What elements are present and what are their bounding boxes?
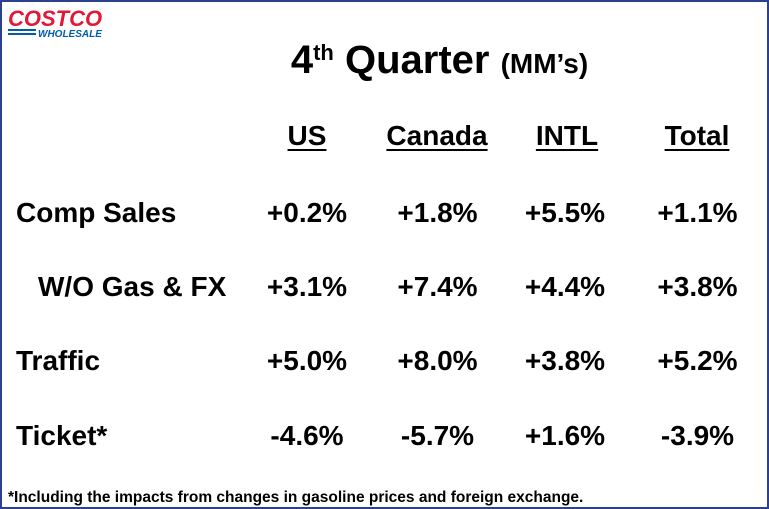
table-cell: +3.8% [657, 271, 738, 302]
table-cell: -3.9% [660, 420, 735, 451]
column-header-total: Total [664, 120, 730, 151]
table-cell: +4.4% [524, 271, 606, 302]
column-header-canada: Canada [386, 120, 488, 151]
table-cell: +5.2% [657, 345, 738, 376]
table-cell: +0.2% [266, 197, 348, 228]
column-header-us: US [287, 120, 327, 151]
table-cell: +1.8% [397, 197, 478, 228]
table-cell: +5.0% [266, 345, 348, 376]
logo-sub-text: WHOLESALE [38, 29, 102, 40]
table-cell: +1.6% [524, 420, 606, 451]
table-cell: +5.5% [524, 197, 606, 228]
row-label-wo-gas-fx: W/O Gas & FX [38, 271, 227, 302]
row-label-comp-sales: Comp Sales [16, 197, 177, 228]
table-cell: +3.8% [524, 345, 606, 376]
table-cell: -5.7% [400, 420, 475, 451]
table-cell: +7.4% [397, 271, 478, 302]
table-cell: +3.1% [266, 271, 348, 302]
footnote: *Including the impacts from changes in g… [8, 489, 584, 506]
row-label-traffic: Traffic [16, 345, 101, 376]
table-cell: +1.1% [657, 197, 738, 228]
column-header-intl: INTL [535, 120, 599, 151]
logo-brand-text: COSTCO [8, 6, 102, 31]
page-title: 4th Quarter (MM’s) [290, 38, 589, 82]
table-cell: +8.0% [397, 345, 478, 376]
table-cell: -4.6% [270, 420, 344, 451]
costco-logo: COSTCO WHOLESALE [8, 6, 102, 40]
row-label-ticket: Ticket* [16, 420, 108, 451]
